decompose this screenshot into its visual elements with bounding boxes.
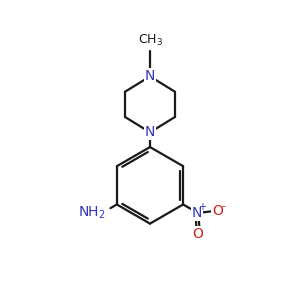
Text: N: N bbox=[145, 125, 155, 139]
Text: N: N bbox=[145, 69, 155, 83]
Text: O: O bbox=[193, 227, 203, 241]
Text: N: N bbox=[192, 206, 202, 220]
Text: NH$_2$: NH$_2$ bbox=[79, 205, 106, 221]
Text: -: - bbox=[221, 201, 225, 211]
Text: CH$_3$: CH$_3$ bbox=[138, 33, 164, 48]
Text: +: + bbox=[199, 202, 206, 212]
Text: O: O bbox=[212, 204, 223, 218]
